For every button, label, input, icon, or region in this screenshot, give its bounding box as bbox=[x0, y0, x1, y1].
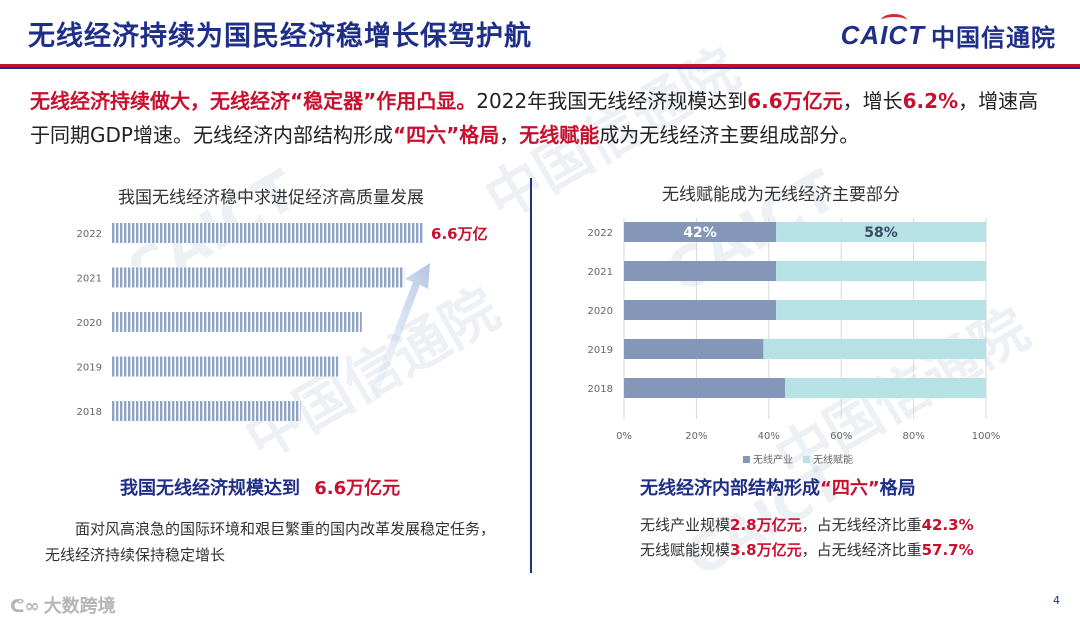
x-tick-label: 100% bbox=[972, 431, 1001, 442]
footer-brand-icon: ᕦ∞ bbox=[10, 596, 40, 617]
y-tick-label: 2022 bbox=[77, 229, 102, 240]
stat-label: ，占无线经济比重 bbox=[801, 516, 922, 534]
bar-segment bbox=[624, 339, 764, 359]
intro-paragraph: 无线经济持续做大，无线经济“稳定器”作用凸显。2022年我国无线经济规模达到6.… bbox=[30, 84, 1055, 152]
intro-scale-value: 6.6万亿元 bbox=[747, 89, 843, 113]
header-divider-blue bbox=[0, 67, 1080, 69]
footer-brand-logo: ᕦ∞ 大数跨境 bbox=[10, 592, 116, 618]
y-tick-label: 2019 bbox=[77, 363, 102, 374]
header-divider-red bbox=[0, 64, 1080, 67]
stat-label: ，占无线经济比重 bbox=[801, 541, 922, 559]
bar-segment bbox=[776, 300, 986, 320]
intro-growth-value: 6.2% bbox=[902, 89, 959, 113]
legend-swatch bbox=[803, 456, 810, 463]
bar bbox=[112, 267, 405, 288]
left-subheading-text: 我国无线经济规模达到 bbox=[120, 478, 300, 499]
right-subheading: 无线经济内部结构形成“四六”格局 bbox=[640, 474, 916, 500]
y-tick-label: 2022 bbox=[588, 228, 613, 239]
left-subheading-value: 6.6万亿元 bbox=[314, 478, 401, 499]
bar bbox=[112, 223, 424, 243]
x-tick-label: 20% bbox=[685, 431, 707, 442]
right-chart-title: 无线赋能成为无线经济主要部分 bbox=[662, 185, 900, 205]
stat-industry: 无线产业规模2.8万亿元，占无线经济比重42.3% bbox=[640, 513, 974, 537]
logo-chinese-name: 中国信通院 bbox=[931, 24, 1056, 52]
stat-label: 无线赋能规模 bbox=[640, 541, 731, 559]
y-tick-label: 2021 bbox=[77, 274, 102, 285]
intro-text: ，增长 bbox=[842, 89, 903, 113]
right-subheading-highlight: “四六” bbox=[820, 478, 880, 499]
stat-percent: 57.7% bbox=[921, 541, 974, 559]
page-number: 4 bbox=[1053, 594, 1060, 607]
intro-highlight: 无线经济持续做大，无线经济“稳定器”作用凸显。 bbox=[30, 89, 477, 113]
stat-label: 无线产业规模 bbox=[640, 516, 731, 534]
x-tick-label: 0% bbox=[616, 431, 632, 442]
stat-enabling: 无线赋能规模3.8万亿元，占无线经济比重57.7% bbox=[640, 538, 974, 562]
legend-swatch bbox=[743, 456, 750, 463]
legend-label: 无线赋能 bbox=[813, 453, 853, 465]
bar-segment bbox=[624, 378, 786, 398]
y-tick-label: 2021 bbox=[588, 267, 613, 278]
page-title: 无线经济持续为国民经济稳增长保驾护航 bbox=[28, 21, 532, 52]
bar bbox=[112, 356, 339, 377]
bar-segment bbox=[776, 222, 986, 242]
bar-segment bbox=[776, 261, 986, 281]
intro-pattern-highlight: “四六”格局 bbox=[392, 123, 500, 147]
y-tick-label: 2018 bbox=[588, 384, 613, 395]
intro-enabling-highlight: 无线赋能 bbox=[519, 123, 600, 147]
intro-text: 2022年我国无线经济规模达到 bbox=[476, 89, 748, 113]
left-subheading: 我国无线经济规模达到 6.6万亿元 bbox=[120, 474, 400, 500]
stat-value: 3.8万亿元 bbox=[730, 541, 802, 559]
data-label: 58% bbox=[864, 225, 898, 241]
left-bar-chart: 2022 6.6万亿 2021 2020 2019 2018 bbox=[77, 223, 488, 421]
data-label: 6.6万亿 bbox=[431, 225, 488, 243]
brand-logo: CAICT 中国信通院 bbox=[841, 14, 1056, 53]
y-tick-label: 2020 bbox=[588, 306, 613, 317]
bar-segment bbox=[785, 378, 986, 398]
intro-text: 成为无线经济主要组成部分。 bbox=[599, 123, 860, 147]
growth-arrow-icon bbox=[368, 263, 430, 403]
legend-label: 无线产业 bbox=[753, 453, 793, 465]
x-tick-label: 60% bbox=[830, 431, 852, 442]
bar bbox=[112, 401, 301, 421]
stat-value: 2.8万亿元 bbox=[730, 516, 802, 534]
right-stacked-bar-chart: 0% 20% 40% 60% 80% 100% 2022 42% 58% 2021 2020 2019… bbox=[588, 218, 1001, 465]
right-subheading-text: 无线经济内部结构形成 bbox=[640, 478, 820, 499]
y-tick-label: 2019 bbox=[588, 345, 613, 356]
left-chart-title: 我国无线经济稳中求进促经济高质量发展 bbox=[118, 188, 424, 208]
x-tick-label: 80% bbox=[902, 431, 924, 442]
data-label: 42% bbox=[683, 225, 717, 241]
panel-divider bbox=[530, 178, 532, 573]
logo-wordmark: CAICT bbox=[841, 14, 925, 51]
bar-segment bbox=[763, 339, 986, 359]
bar-segment bbox=[624, 222, 777, 242]
intro-text: ， bbox=[499, 123, 520, 147]
bar bbox=[112, 312, 362, 332]
bar-segment bbox=[624, 261, 777, 281]
right-subheading-text: 格局 bbox=[879, 478, 916, 499]
y-tick-label: 2020 bbox=[77, 318, 102, 329]
stat-percent: 42.3% bbox=[921, 516, 974, 534]
bar-segment bbox=[624, 300, 777, 320]
y-tick-label: 2018 bbox=[77, 407, 102, 418]
footer-brand-text: 大数跨境 bbox=[43, 596, 116, 617]
x-tick-label: 40% bbox=[758, 431, 780, 442]
intro-text: ，增速高于同期GDP增速。无线经济内部结构形成 bbox=[30, 89, 1039, 147]
left-body-text: 面对风高浪急的国际环境和艰巨繁重的国内改革发展稳定任务，无线经济持续保持稳定增长 bbox=[45, 520, 496, 564]
